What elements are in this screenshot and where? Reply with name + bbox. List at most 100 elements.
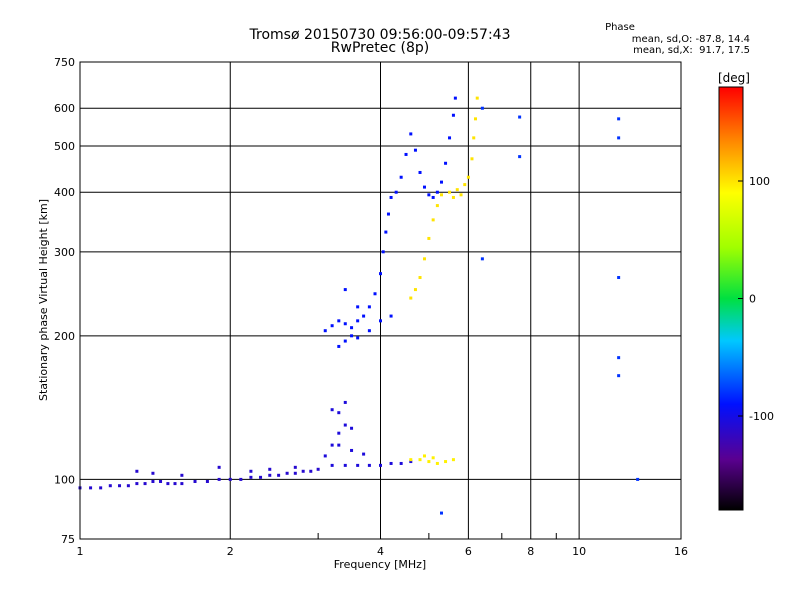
data-point — [617, 117, 621, 121]
data-point — [389, 461, 393, 465]
y-tick-label: 600 — [54, 102, 75, 115]
colorbar-tick-label: -100 — [749, 410, 774, 423]
x-tick-label: 1 — [77, 545, 84, 558]
data-point — [470, 157, 474, 161]
data-point — [343, 400, 347, 404]
data-point — [455, 188, 459, 192]
grid-lines — [80, 62, 681, 539]
data-point — [337, 443, 341, 447]
data-point — [356, 336, 360, 340]
data-point — [435, 190, 439, 194]
data-point — [330, 443, 334, 447]
data-point — [440, 193, 444, 197]
stats-x-mode: mean, sd,X: 91.7, 17.5 — [633, 45, 750, 56]
data-point — [135, 482, 139, 486]
data-point — [636, 477, 640, 481]
data-point — [518, 115, 522, 119]
data-point — [159, 479, 163, 483]
data-point — [350, 448, 354, 452]
data-point — [285, 471, 289, 475]
axis-ticks: 1 2 4 6 8 10 16 75 100 200 300 400 500 600 750 — [54, 56, 688, 558]
plot-frame — [79, 61, 682, 540]
data-point — [475, 96, 479, 100]
data-point — [431, 456, 435, 460]
data-point — [343, 463, 347, 467]
data-point — [89, 486, 93, 490]
data-point — [413, 148, 417, 152]
data-point — [367, 305, 371, 309]
data-point — [451, 195, 455, 199]
data-point — [239, 477, 243, 481]
data-point — [367, 329, 371, 333]
stats-o-mode: mean, sd,O: -87.8, 14.4 — [631, 34, 750, 45]
data-point — [337, 319, 341, 323]
y-tick-label: 500 — [54, 140, 75, 153]
data-point — [217, 465, 221, 469]
data-point — [466, 175, 470, 179]
y-tick-label: 750 — [54, 56, 75, 69]
data-point — [323, 454, 327, 458]
data-point — [427, 193, 431, 197]
data-point — [268, 467, 272, 471]
data-point — [228, 477, 232, 481]
data-point — [418, 170, 422, 174]
data-point — [301, 469, 305, 473]
data-point — [389, 195, 393, 199]
data-point — [409, 132, 413, 136]
data-point — [362, 314, 366, 318]
data-point — [362, 452, 366, 456]
x-tick-label: 4 — [377, 545, 384, 558]
data-point — [418, 276, 422, 280]
data-point — [99, 486, 103, 490]
data-point — [435, 461, 439, 465]
data-point — [518, 155, 522, 159]
data-point — [180, 482, 184, 486]
data-point — [451, 458, 455, 462]
data-point — [356, 463, 360, 467]
data-point — [151, 479, 155, 483]
x-tick-label: 16 — [674, 545, 688, 558]
colorbar-tick-label: 0 — [749, 293, 756, 306]
data-point — [173, 482, 177, 486]
data-point — [330, 463, 334, 467]
data-point — [472, 136, 476, 140]
data-point — [409, 296, 413, 300]
data-point — [480, 106, 484, 110]
data-point — [343, 423, 347, 427]
data-point — [617, 276, 621, 280]
chart-title: Tromsø 20150730 09:56:00-09:57:43 — [249, 27, 511, 43]
data-point — [309, 469, 313, 473]
data-point — [151, 471, 155, 475]
data-point — [118, 484, 122, 488]
data-point — [205, 479, 209, 483]
x-tick-label: 6 — [465, 545, 472, 558]
data-point — [448, 190, 452, 194]
data-point — [367, 463, 371, 467]
data-point — [143, 482, 147, 486]
x-tick-label: 2 — [227, 545, 234, 558]
data-point — [337, 411, 341, 415]
y-tick-label: 100 — [54, 473, 75, 486]
data-point — [126, 484, 130, 488]
data-point — [373, 292, 377, 296]
data-point — [316, 467, 320, 471]
y-tick-label: 200 — [54, 330, 75, 343]
data-point — [277, 473, 281, 477]
data-point — [480, 257, 484, 261]
data-point — [293, 465, 297, 469]
y-tick-label: 300 — [54, 246, 75, 259]
data-point — [217, 477, 221, 481]
data-point — [343, 339, 347, 343]
data-point — [418, 458, 422, 462]
data-point — [422, 257, 426, 261]
data-point — [444, 161, 448, 165]
data-point — [399, 461, 403, 465]
data-point — [379, 463, 382, 467]
data-point — [135, 469, 139, 473]
data-point — [451, 113, 455, 117]
data-point — [459, 193, 463, 197]
data-point — [337, 431, 341, 435]
data-point — [404, 152, 408, 156]
data-point — [431, 195, 435, 199]
data-point — [409, 458, 413, 462]
